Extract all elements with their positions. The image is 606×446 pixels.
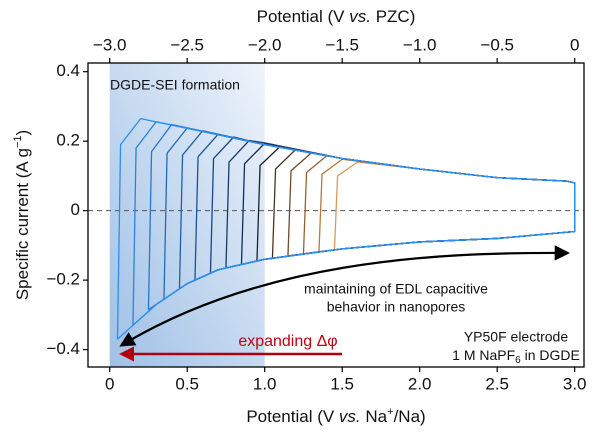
title-part: −1 xyxy=(12,136,24,149)
title-part: Na xyxy=(361,407,388,426)
y-tick-label: −0.4 xyxy=(46,339,80,358)
title-part: /Na) xyxy=(394,407,426,426)
y-axis-title: Specific current (A g−1) xyxy=(12,130,33,300)
title-part: vs. xyxy=(339,407,361,426)
cv-curve xyxy=(302,155,576,255)
x-tick-label: 0.5 xyxy=(175,374,199,393)
cv-curve xyxy=(240,142,576,266)
y-tick-label: 0 xyxy=(71,200,80,219)
y-tick-label: 0.4 xyxy=(56,61,80,80)
title-part: + xyxy=(387,406,393,418)
x-tick-label: 0 xyxy=(105,374,114,393)
x-tick-label: 2.0 xyxy=(408,374,432,393)
x-axis-title: Potential (V vs. Na+/Na) xyxy=(246,406,425,427)
title-part: Potential (V xyxy=(246,407,339,426)
cv-curve xyxy=(318,158,576,253)
cv-curve xyxy=(333,161,576,251)
x-tick-label: 2.5 xyxy=(485,374,509,393)
x2-tick-label: 0 xyxy=(570,35,579,54)
axes-layer: 0 0.5 1.0 1.5 2.0 2.5 3.0 −3.0 −2.5 −2.0 −1.5 −1.0 −… xyxy=(46,35,586,393)
top-axis-title: Potential (V vs. PZC) xyxy=(257,7,416,26)
title-part: ) xyxy=(13,130,32,136)
title-part: vs. xyxy=(349,7,371,26)
annotation-part: in DGDE xyxy=(521,347,580,363)
annotation: maintaining of EDL capacitive xyxy=(304,281,488,297)
title-part: Specific current (A g xyxy=(13,148,32,300)
y-tick-label: −0.2 xyxy=(46,270,80,289)
x-tick-label: 1.5 xyxy=(330,374,354,393)
annotation: YP50F electrode xyxy=(464,329,568,345)
title-part: PZC) xyxy=(371,7,415,26)
annotation: behavior in nanopores xyxy=(327,299,466,315)
x2-tick-label: −3.0 xyxy=(93,35,127,54)
cv-curve xyxy=(256,145,576,262)
annotation: 1 M NaPF6 in DGDE xyxy=(452,347,580,366)
annotation-part: 1 M NaPF xyxy=(452,347,515,363)
x-tick-label: 1.0 xyxy=(253,374,277,393)
x2-tick-label: −0.5 xyxy=(480,35,514,54)
x2-tick-label: −2.5 xyxy=(170,35,204,54)
x2-tick-label: −1.0 xyxy=(403,35,437,54)
cv-curve xyxy=(287,152,576,257)
annotation: DGDE-SEI formation xyxy=(110,77,240,93)
title-part: Potential (V xyxy=(257,7,350,26)
x2-tick-label: −1.5 xyxy=(325,35,359,54)
cv-curve xyxy=(225,139,576,269)
x2-tick-label: −2.0 xyxy=(248,35,282,54)
scan-arrow xyxy=(119,245,571,347)
annotation: expanding Δφ xyxy=(238,333,337,350)
annotation-part: 6 xyxy=(515,355,521,366)
x-tick-label: 3.0 xyxy=(563,374,587,393)
y-tick-label: 0.2 xyxy=(56,131,80,150)
plot-frame xyxy=(87,62,585,368)
